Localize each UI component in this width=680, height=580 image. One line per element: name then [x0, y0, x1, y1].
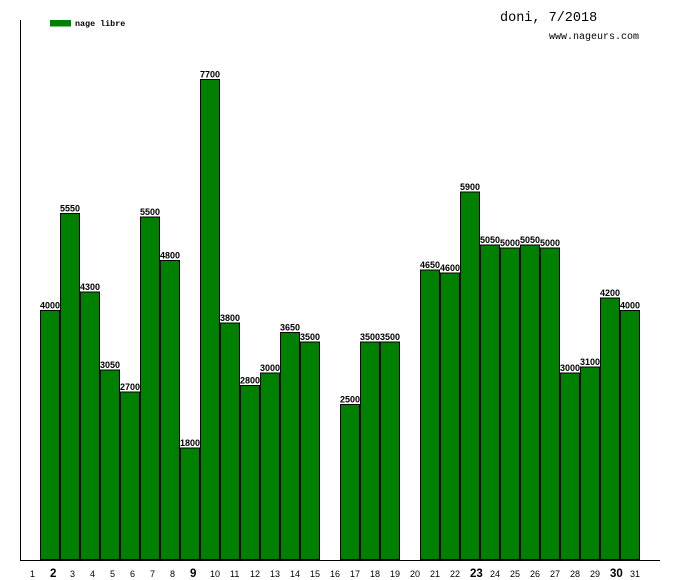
svg-text:19: 19: [390, 569, 400, 579]
svg-text:12: 12: [250, 569, 260, 579]
svg-text:3: 3: [70, 569, 75, 579]
svg-text:29: 29: [590, 569, 600, 579]
svg-text:2: 2: [50, 568, 56, 580]
svg-text:15: 15: [310, 569, 320, 579]
svg-text:2800: 2800: [240, 376, 260, 386]
svg-text:5050: 5050: [520, 235, 540, 245]
svg-text:nage libre: nage libre: [75, 19, 125, 29]
svg-text:13: 13: [270, 569, 280, 579]
svg-text:4000: 4000: [40, 301, 60, 311]
svg-text:www.nageurs.com: www.nageurs.com: [549, 32, 639, 43]
svg-text:10: 10: [210, 569, 220, 579]
svg-text:31: 31: [630, 569, 640, 579]
svg-text:4600: 4600: [440, 263, 460, 273]
svg-text:5000: 5000: [500, 238, 520, 248]
svg-text:4: 4: [90, 569, 95, 579]
svg-text:25: 25: [510, 569, 520, 579]
svg-text:18: 18: [370, 569, 380, 579]
svg-text:26: 26: [530, 569, 540, 579]
svg-text:5550: 5550: [60, 204, 80, 214]
svg-text:14: 14: [290, 569, 300, 579]
svg-text:9: 9: [190, 568, 196, 580]
svg-text:3050: 3050: [100, 360, 120, 370]
svg-text:7: 7: [150, 569, 155, 579]
svg-text:4800: 4800: [160, 251, 180, 261]
svg-text:5900: 5900: [460, 182, 480, 192]
svg-text:1800: 1800: [180, 438, 200, 448]
svg-text:3500: 3500: [360, 332, 380, 342]
svg-text:11: 11: [230, 569, 239, 579]
svg-text:2700: 2700: [120, 382, 140, 392]
svg-text:20: 20: [410, 569, 420, 579]
svg-text:3650: 3650: [280, 322, 300, 332]
svg-text:7700: 7700: [200, 69, 220, 79]
svg-text:5050: 5050: [480, 235, 500, 245]
svg-text:2500: 2500: [340, 394, 360, 404]
svg-text:4650: 4650: [420, 260, 440, 270]
svg-text:16: 16: [330, 569, 340, 579]
svg-text:5: 5: [110, 569, 115, 579]
svg-text:5000: 5000: [540, 238, 560, 248]
svg-text:6: 6: [130, 569, 135, 579]
svg-text:17: 17: [350, 569, 360, 579]
svg-text:3100: 3100: [580, 357, 600, 367]
svg-text:30: 30: [610, 568, 623, 580]
svg-text:3000: 3000: [260, 363, 280, 373]
svg-text:3000: 3000: [560, 363, 580, 373]
svg-text:27: 27: [550, 569, 560, 579]
svg-text:21: 21: [430, 569, 440, 579]
svg-text:22: 22: [450, 569, 460, 579]
svg-text:1: 1: [30, 569, 35, 579]
svg-text:4200: 4200: [600, 288, 620, 298]
svg-text:5500: 5500: [140, 207, 160, 217]
svg-text:3800: 3800: [220, 313, 240, 323]
svg-text:4000: 4000: [620, 301, 640, 311]
svg-text:doni, 7/2018: doni, 7/2018: [500, 11, 597, 26]
svg-text:3500: 3500: [380, 332, 400, 342]
svg-text:23: 23: [470, 568, 483, 580]
svg-text:28: 28: [570, 569, 580, 579]
svg-text:24: 24: [490, 569, 500, 579]
svg-text:3500: 3500: [300, 332, 320, 342]
svg-text:4300: 4300: [80, 282, 100, 292]
svg-text:8: 8: [170, 569, 175, 579]
